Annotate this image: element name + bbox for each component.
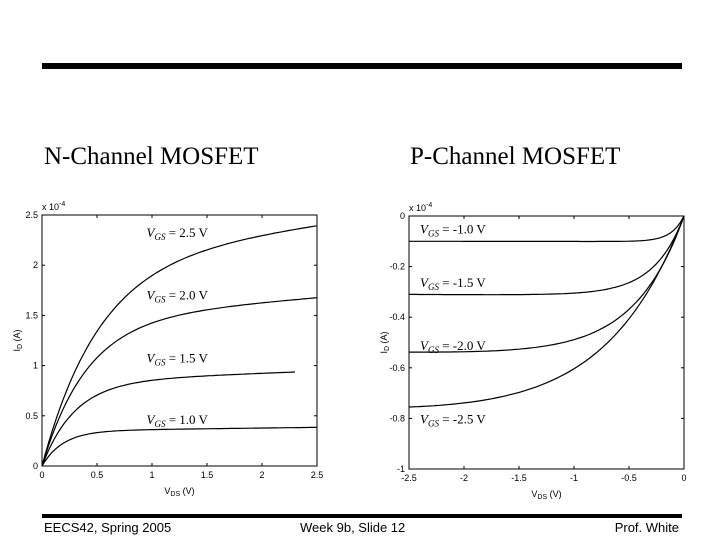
nmos-curve bbox=[41, 371, 296, 467]
footer-author: Prof. White bbox=[614, 520, 679, 535]
nmos-plot-frame bbox=[41, 214, 318, 467]
pmos-curve-label: VGS = -2.0 V bbox=[420, 338, 486, 355]
pmos-x-tick-label: 0 bbox=[681, 473, 686, 483]
nmos-curve-label: VGS = 1.5 V bbox=[147, 351, 209, 368]
pmos-x-axis-label: VDS (V) bbox=[531, 489, 561, 501]
nmos-curve bbox=[41, 225, 318, 467]
nmos-curve-label: VGS = 2.5 V bbox=[147, 225, 209, 242]
nmos-x-tick-label: 1 bbox=[149, 470, 154, 480]
nmos-curve bbox=[41, 426, 318, 467]
pmos-curve bbox=[409, 215, 685, 353]
pmos-curve bbox=[408, 215, 685, 408]
pmos-curve bbox=[409, 215, 685, 296]
pmos-y-tick-label: -0.2 bbox=[389, 262, 405, 272]
pmos-y-tick-label: -0.8 bbox=[389, 413, 405, 423]
nmos-y-tick-label: 0 bbox=[33, 461, 38, 471]
nmos-y-tick-label: 0.5 bbox=[25, 411, 38, 421]
pmos-x-tick-label: -0.5 bbox=[621, 473, 637, 483]
nmos-x-tick-label: 0.5 bbox=[91, 470, 104, 480]
pmos-x-tick-label: -1 bbox=[570, 473, 578, 483]
nmos-y-tick-label: 1 bbox=[33, 361, 38, 371]
pmos-y-tick-label: -1 bbox=[397, 464, 405, 474]
nmos-exponent-label: x 10-4 bbox=[42, 201, 65, 212]
nmos-y-tick-label: 1.5 bbox=[25, 310, 38, 320]
nmos-y-tick-label: 2 bbox=[33, 260, 38, 270]
pmos-y-tick-label: -0.6 bbox=[389, 363, 405, 373]
nmos-x-axis-label: VDS (V) bbox=[164, 486, 194, 498]
pmos-x-tick-label: -1.5 bbox=[511, 473, 527, 483]
pmos-y-tick-label: 0 bbox=[400, 211, 405, 221]
pmos-y-tick-label: -0.4 bbox=[389, 312, 405, 322]
nmos-curve-label: VGS = 1.0 V bbox=[147, 412, 209, 429]
pmos-x-tick-label: -2.5 bbox=[401, 473, 417, 483]
pmos-x-tick-label: -2 bbox=[460, 473, 468, 483]
pmos-plot-frame bbox=[408, 215, 685, 470]
footer-course: EECS42, Spring 2005 bbox=[44, 520, 172, 535]
pmos-curve-label: VGS = -1.5 V bbox=[420, 275, 486, 292]
pmos-curve bbox=[409, 215, 685, 243]
nmos-curve bbox=[41, 297, 318, 467]
nmos-x-tick-label: 1.5 bbox=[201, 470, 214, 480]
nmos-x-tick-label: 2 bbox=[259, 470, 264, 480]
nmos-curve-label: VGS = 2.0 V bbox=[147, 287, 209, 304]
pmos-curve-label: VGS = -2.5 V bbox=[420, 411, 486, 428]
nmos-y-axis-label: ID (A) bbox=[12, 329, 24, 351]
top-rule bbox=[42, 63, 682, 69]
pmos-exponent-label: x 10-4 bbox=[409, 202, 432, 213]
footer-slide-number: Week 9b, Slide 12 bbox=[300, 520, 406, 535]
pmos-y-axis-label: ID (A) bbox=[379, 331, 391, 353]
pmos-heading: P-Channel MOSFET bbox=[410, 143, 621, 170]
bottom-rule bbox=[42, 514, 682, 518]
nmos-heading: N-Channel MOSFET bbox=[44, 143, 259, 170]
nmos-x-tick-label: 2.5 bbox=[311, 470, 324, 480]
nmos-y-tick-label: 2.5 bbox=[25, 210, 38, 220]
nmos-x-tick-label: 0 bbox=[39, 470, 44, 480]
pmos-curve-label: VGS = -1.0 V bbox=[420, 222, 486, 239]
